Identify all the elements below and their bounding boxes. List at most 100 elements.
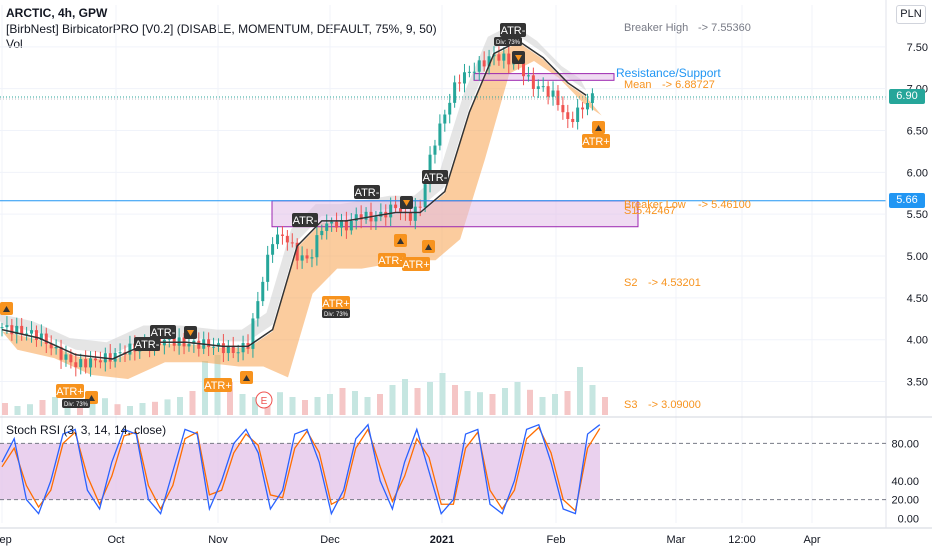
rsi-tick-label: 20.00 (891, 495, 919, 507)
rsi-tick-label: 40.00 (891, 476, 919, 488)
volume-bar (27, 404, 33, 415)
candle-body (64, 354, 68, 360)
y-tick-label: 6.50 (907, 126, 928, 138)
candle-body (54, 346, 58, 349)
atr-minus-marker-4[interactable] (354, 185, 380, 199)
candle-body (576, 107, 580, 123)
volume-bar (177, 397, 183, 415)
divergence-tag-1 (322, 309, 350, 318)
candle-body (344, 220, 348, 231)
earnings-marker-text: E (261, 396, 268, 407)
candle-body (330, 221, 334, 224)
candle-body (551, 90, 555, 97)
divergence-tag-3 (62, 399, 90, 408)
rsi-tick-label: 80.00 (891, 438, 919, 450)
arrow-marker-9-arrow (595, 125, 602, 131)
atr-minus-marker-2[interactable] (150, 325, 176, 339)
candle-body (531, 75, 535, 89)
y-tick-label: 4.00 (907, 335, 928, 347)
candle-body (236, 352, 240, 354)
volume-bar (139, 403, 146, 415)
candle-body (585, 103, 589, 110)
earnings-marker[interactable] (255, 391, 273, 409)
y-tick-label: 3.50 (907, 377, 928, 389)
candle-body (84, 359, 88, 368)
stoch-rsi-band (0, 443, 600, 500)
x-tick-label: Feb (547, 534, 566, 546)
candle-body (536, 86, 540, 89)
volume-bar (427, 382, 433, 415)
arrow-marker-6-arrow (397, 238, 404, 244)
candle-body (571, 118, 575, 123)
candle-body (285, 235, 289, 243)
candle-body (310, 257, 314, 259)
candle-body (423, 184, 427, 208)
y-tick-label: 5.00 (907, 251, 928, 263)
atr-plus-marker-4[interactable] (378, 253, 406, 267)
atr-minus-marker-1[interactable] (134, 337, 160, 351)
volume-bar (239, 394, 246, 415)
atr-plus-marker-3[interactable] (322, 296, 350, 310)
atr-minus-marker-1-text: ATR- (135, 339, 160, 351)
candle-body (413, 206, 417, 221)
atr-plus-marker-5[interactable] (402, 257, 430, 271)
breaker-high-value: -> 7.55360 (698, 22, 751, 34)
candle-body (79, 359, 83, 368)
volume-bar (127, 406, 133, 415)
arrow-marker-5-arrow (403, 200, 410, 206)
indicator-legend[interactable]: [BirbNest] BirbicatorPRO [V0.2] (DISABLE… (6, 22, 437, 36)
volume-legend[interactable]: Vol (6, 37, 23, 51)
currency-badge[interactable]: PLN (896, 5, 926, 24)
candle-body (108, 353, 112, 362)
atr-minus-marker-4-text: ATR- (355, 187, 380, 199)
atr-plus-marker-5-text: ATR+ (402, 259, 430, 271)
volume-bar (364, 397, 371, 415)
volume-bar (152, 401, 158, 415)
candle-body (89, 358, 93, 368)
candle-body (389, 204, 393, 218)
volume-bar (439, 373, 446, 415)
volume-bar (552, 394, 558, 415)
volume-bar (577, 367, 583, 415)
volume-bar (389, 385, 396, 415)
candle-body (256, 301, 260, 319)
atr-plus-marker-1[interactable] (56, 384, 84, 398)
resistance-zone-box[interactable] (473, 73, 615, 81)
atr-minus-marker-6-text: ATR- (501, 25, 526, 37)
volume-bar (89, 394, 96, 415)
x-tick-label: Nov (208, 534, 228, 546)
volume-bar (377, 394, 383, 415)
atr-plus-marker-6[interactable] (582, 134, 610, 148)
atr-minus-marker-5[interactable] (422, 170, 448, 184)
candle-body (98, 360, 102, 363)
chart-title: ARCTIC, 4h, GPW (6, 6, 108, 20)
breaker-low-label: Breaker Low (624, 199, 686, 211)
volume-bar (102, 398, 108, 415)
atr-minus-marker-6[interactable] (500, 23, 526, 37)
divergence-tag-2-text: Div: 73% (496, 40, 521, 46)
atr-plus-marker-2[interactable] (204, 378, 232, 392)
x-tick-label: 2021 (430, 534, 454, 546)
volume-bar (164, 399, 171, 415)
breaker-low-value: -> 5.46100 (698, 199, 751, 211)
candle-body (477, 60, 481, 72)
candle-body (49, 343, 53, 349)
candle-body (231, 345, 235, 353)
candle-body (187, 343, 191, 347)
candle-body (590, 93, 594, 104)
mean-value: -> 6.88727 (662, 79, 715, 91)
stoch-rsi-title[interactable]: Stoch RSI (3, 3, 14, 14, close) (6, 423, 167, 437)
candle-body (522, 61, 526, 77)
atr-plus-marker-4-text: ATR+ (378, 255, 406, 267)
candle-body (354, 214, 358, 221)
candle-body (128, 343, 132, 355)
atr-minus-marker-3[interactable] (292, 213, 318, 227)
candle-body (93, 358, 97, 361)
y-tick-label: 5.50 (907, 209, 928, 221)
candle-body (458, 82, 462, 84)
candle-body (5, 325, 9, 328)
mean-label: Mean (624, 79, 652, 91)
candle-body (526, 75, 530, 77)
candle-body (364, 211, 368, 220)
